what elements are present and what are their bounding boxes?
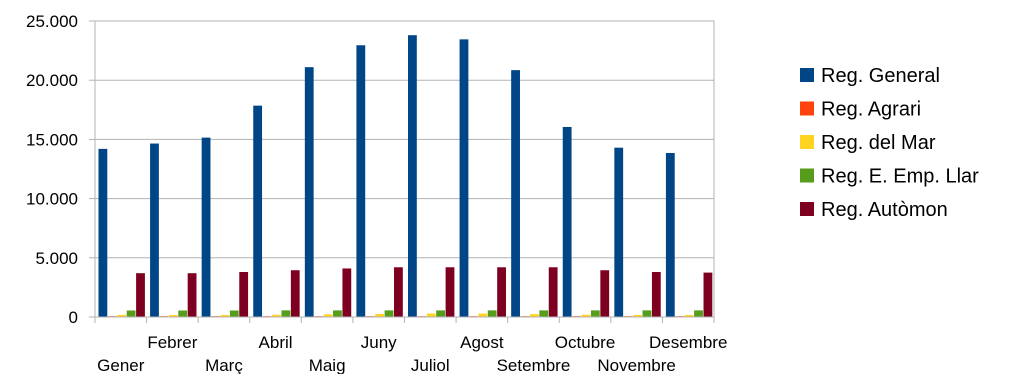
x-tick-label: Novembre: [597, 356, 675, 374]
bar: [426, 313, 436, 317]
legend-swatch: [800, 202, 814, 216]
bar: [229, 310, 239, 317]
x-tick-label: Desembre: [649, 333, 727, 352]
x-tick-label: Setembre: [497, 356, 571, 374]
bar: [333, 310, 342, 317]
bar: [304, 67, 314, 318]
bar: [511, 70, 520, 317]
bar: [356, 45, 366, 317]
bar: [126, 310, 136, 317]
legend-swatch: [800, 135, 814, 149]
bar: [281, 310, 291, 317]
bar: [459, 39, 469, 318]
bar: [665, 153, 675, 317]
bar: [694, 310, 703, 317]
bar: [436, 310, 445, 317]
bar: [201, 137, 211, 317]
legend-swatch: [800, 168, 814, 183]
bar: [394, 267, 403, 317]
bar: [703, 272, 713, 317]
x-tick-label: Febrer: [147, 333, 197, 352]
bar: [581, 314, 591, 317]
bar: [539, 310, 549, 317]
bar: [562, 126, 572, 317]
bar: [168, 314, 178, 317]
legend-label: Reg. E. Emp. Llar: [821, 166, 979, 188]
bar: [684, 314, 694, 317]
bar: [375, 313, 385, 317]
y-tick-label: 0: [69, 308, 78, 327]
bar: [651, 272, 661, 317]
legend-swatch: [800, 68, 814, 82]
y-tick-label: 25.000: [26, 12, 78, 31]
x-tick-label: Abril: [259, 333, 293, 352]
bar: [633, 314, 642, 317]
y-tick-label: 15.000: [26, 130, 78, 149]
bar: [600, 270, 610, 317]
y-tick-label: 5.000: [35, 249, 78, 268]
legend: Reg. General Reg. Agrari Reg. del Mar Reg. …: [800, 65, 979, 221]
bar: [590, 310, 600, 317]
bar: [497, 267, 506, 317]
x-tick-label: Juny: [361, 333, 397, 352]
bar: [187, 273, 197, 317]
axes: [89, 20, 715, 323]
bar: [253, 105, 263, 317]
x-tick-label: Juliol: [411, 356, 450, 374]
y-tick-label: 20.000: [26, 71, 78, 90]
bar: [529, 314, 539, 317]
bar: [478, 313, 488, 317]
bar: [220, 314, 230, 317]
legend-label: Reg. Autòmon: [821, 199, 948, 221]
x-tick-label: Agost: [460, 333, 504, 352]
bar: [272, 314, 281, 317]
bars: [98, 35, 713, 318]
bar: [150, 143, 159, 317]
bar: [178, 310, 188, 317]
bar: [408, 35, 417, 317]
bar: [323, 314, 333, 317]
legend-label: Reg. General: [821, 65, 940, 87]
bar: [98, 148, 108, 317]
bar: [239, 272, 249, 317]
bar: [614, 147, 624, 317]
bar: [384, 310, 394, 317]
x-tick-label: Gener: [97, 356, 145, 374]
y-axis-tick-labels: 0 5.000 10.000 15.000 20.000 25.000: [26, 12, 78, 327]
bar: [342, 268, 352, 317]
bar: [487, 310, 497, 317]
x-tick-label: Maig: [309, 356, 346, 374]
bar: [548, 267, 558, 317]
bar: [117, 314, 127, 317]
legend-label: Reg. Agrari: [821, 99, 921, 121]
x-tick-label: Març: [205, 356, 243, 374]
bar: [642, 310, 652, 317]
y-tick-label: 10.000: [26, 190, 78, 209]
bar: [290, 270, 300, 317]
bar: [136, 273, 145, 317]
bar: [445, 267, 455, 317]
x-tick-label: Octubre: [555, 333, 615, 352]
legend-swatch: [800, 101, 814, 116]
legend-label: Reg. del Mar: [821, 132, 936, 154]
